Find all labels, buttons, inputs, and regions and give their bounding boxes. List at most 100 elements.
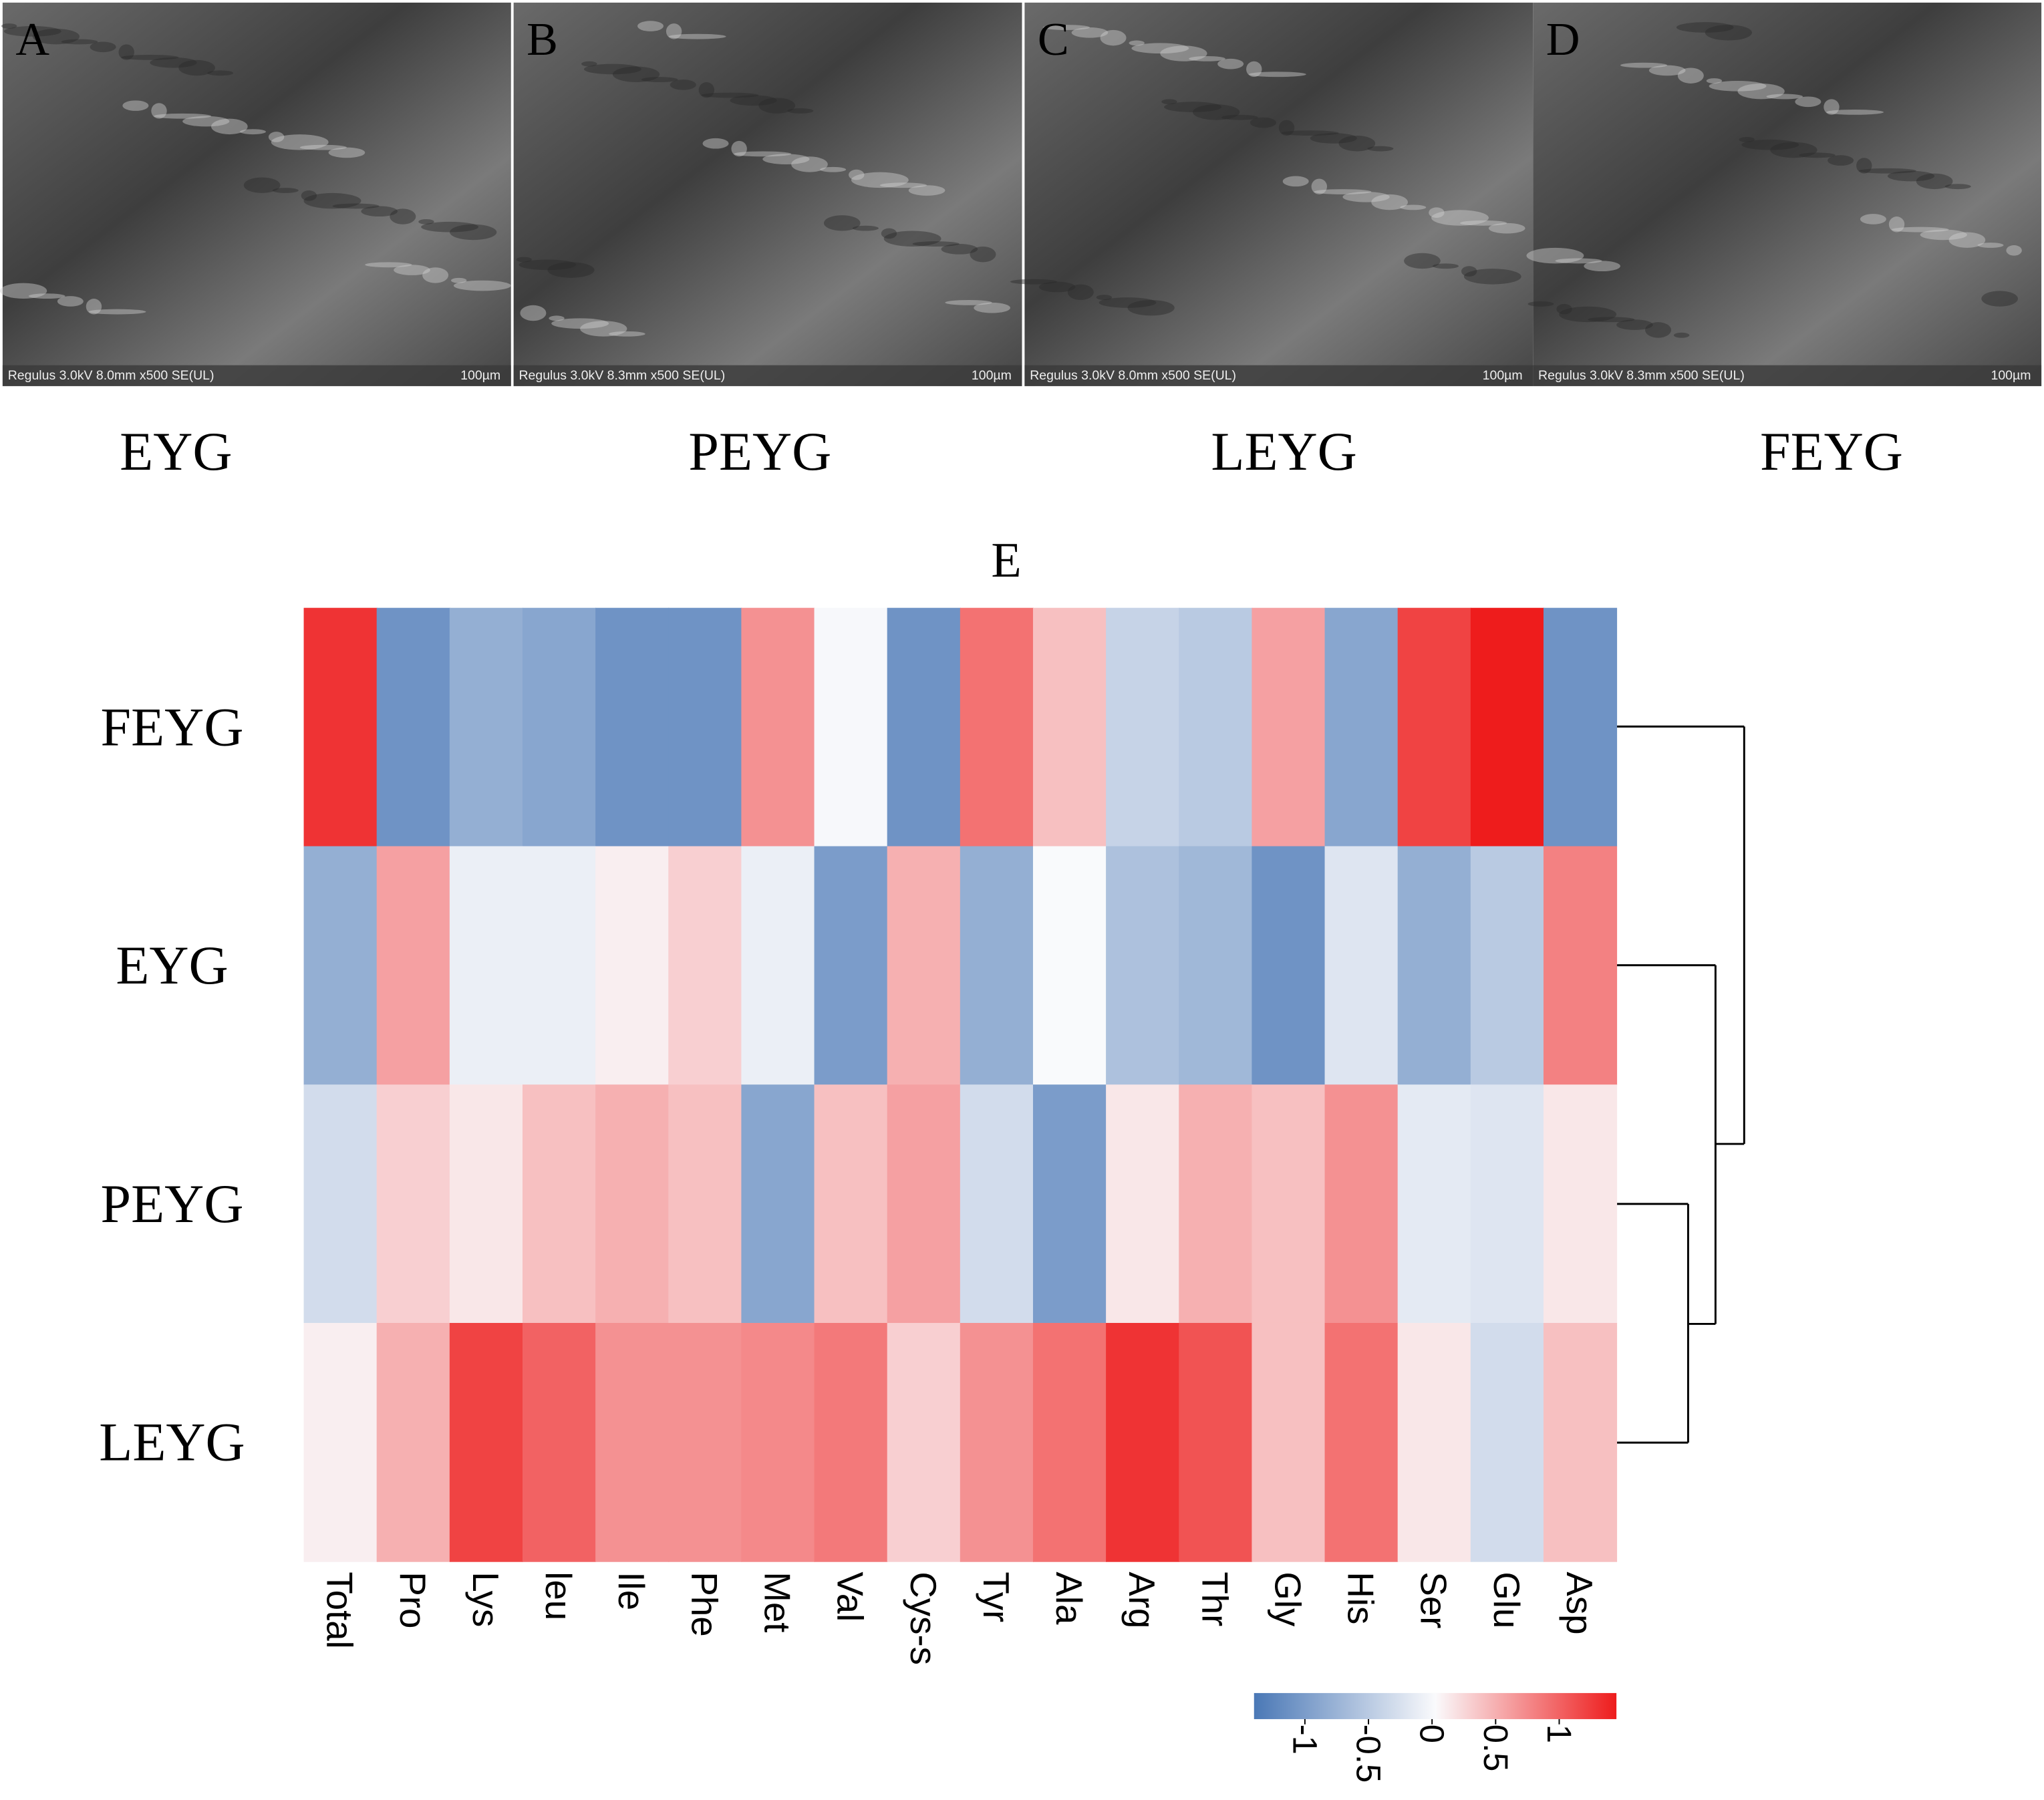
micrograph-texture xyxy=(1823,99,1840,115)
micrograph-texture xyxy=(86,299,102,315)
micrograph-texture xyxy=(702,138,729,149)
caption-bar xyxy=(2,365,511,386)
micrograph-texture xyxy=(122,100,149,111)
micrograph-texture xyxy=(118,44,134,60)
dendrogram-branch xyxy=(1616,964,1717,1325)
micrograph-texture xyxy=(852,225,879,231)
micrograph-texture xyxy=(637,21,664,31)
micrograph-texture xyxy=(551,318,609,329)
heatmap-cell xyxy=(1397,1084,1471,1324)
micrograph-texture xyxy=(758,98,796,114)
micrograph-texture xyxy=(57,296,84,307)
heatmap-cell xyxy=(376,1322,450,1562)
heatmap-cell xyxy=(1324,846,1399,1086)
micrograph-texture xyxy=(1400,204,1427,210)
micrograph-texture xyxy=(1706,78,1723,84)
micrograph-texture xyxy=(1311,178,1328,194)
panel-letter: B xyxy=(527,13,558,65)
heatmap-cell xyxy=(1179,1322,1253,1562)
heatmap-cell xyxy=(814,607,888,847)
heatmap-cell xyxy=(303,607,378,847)
micrograph-texture xyxy=(1067,284,1094,300)
micrograph-texture xyxy=(879,182,927,188)
micrograph-texture xyxy=(1099,297,1157,308)
row-label: FEYG xyxy=(101,696,244,757)
heatmap-cell xyxy=(1397,607,1471,847)
heatmap-cell xyxy=(1470,1084,1544,1324)
micrograph-texture xyxy=(1278,120,1295,136)
heatmap-cell xyxy=(449,1084,523,1324)
micrograph-texture xyxy=(1217,58,1244,69)
micrograph-texture xyxy=(361,206,398,217)
micrograph-texture xyxy=(365,262,412,268)
micrograph-texture xyxy=(1677,67,1704,84)
micrograph-texture xyxy=(61,39,98,45)
micrograph-texture xyxy=(1741,139,1799,150)
micrograph-texture xyxy=(239,129,266,135)
heatmap-cell xyxy=(960,1322,1034,1562)
column-label: Val xyxy=(830,1571,871,1622)
micrograph-texture xyxy=(182,116,230,127)
micrograph-texture xyxy=(1429,207,1445,218)
colorbar-tick-label: -1 xyxy=(1286,1724,1324,1755)
panel-label: FEYG xyxy=(1760,421,1903,482)
dendrogram xyxy=(1616,725,1745,1444)
micrograph-texture xyxy=(883,231,941,247)
dendrogram-branch xyxy=(1616,1203,1689,1444)
micrograph-texture xyxy=(1770,142,1817,158)
heatmap-cell xyxy=(522,1084,597,1324)
micrograph-texture xyxy=(881,228,897,239)
micrograph-texture xyxy=(1096,295,1113,300)
heatmap-cell xyxy=(449,607,523,847)
micrograph-texture xyxy=(450,224,497,241)
micrograph-texture xyxy=(390,208,416,224)
micrograph-texture xyxy=(1342,191,1390,202)
micrograph-texture xyxy=(271,134,329,150)
micrograph-texture xyxy=(1461,266,1477,277)
heatmap-cell xyxy=(1543,1084,1618,1324)
heatmap-cell xyxy=(814,1322,888,1562)
heatmap-cell xyxy=(595,1322,670,1562)
micrograph-texture xyxy=(1189,55,1225,61)
micrograph-texture xyxy=(1676,22,1734,33)
column-label: leu xyxy=(538,1571,579,1620)
micrograph-texture xyxy=(668,33,726,39)
micrograph-texture xyxy=(90,41,116,53)
column-label: Phe xyxy=(684,1571,724,1636)
column-label: Lys xyxy=(465,1571,506,1627)
micrograph-texture xyxy=(698,82,715,98)
micrograph-texture xyxy=(1488,222,1525,234)
scale-label: 100µm xyxy=(1991,368,2031,383)
heatmap-cell xyxy=(522,846,597,1086)
heatmap-cell xyxy=(1179,1084,1253,1324)
scale-label: 100µm xyxy=(972,368,1012,383)
micrograph-texture xyxy=(1556,303,1572,315)
scale-label: 100µm xyxy=(460,368,500,383)
micrograph-texture xyxy=(791,156,828,172)
heatmap-cell xyxy=(814,1084,888,1324)
micrograph-texture xyxy=(823,215,861,231)
heatmap-cell xyxy=(1106,607,1180,847)
heatmap-cell xyxy=(960,846,1034,1086)
micrograph-texture xyxy=(1527,301,1554,307)
row-label: EYG xyxy=(116,935,228,996)
heatmap-cell xyxy=(1543,607,1618,847)
micrograph-texture xyxy=(731,140,747,157)
panel-letter: C xyxy=(1038,13,1069,65)
colorbar-tick-label: 0.5 xyxy=(1477,1724,1515,1772)
micrograph-texture xyxy=(1555,258,1602,264)
column-label: Ile xyxy=(611,1571,651,1610)
heatmap-cell xyxy=(1032,846,1107,1086)
heatmap-cell xyxy=(1179,607,1253,847)
column-label: Thr xyxy=(1194,1571,1235,1626)
micrograph-texture xyxy=(28,293,65,299)
panel-label: EYG xyxy=(120,421,232,482)
micrograph-texture xyxy=(1944,184,1971,190)
micrograph-texture xyxy=(207,70,234,76)
micrograph-texture xyxy=(1673,332,1690,338)
micrograph-texture xyxy=(1463,269,1521,285)
micrograph-texture xyxy=(0,283,47,299)
heatmap-cell xyxy=(376,607,450,847)
micrograph-texture xyxy=(941,244,978,255)
